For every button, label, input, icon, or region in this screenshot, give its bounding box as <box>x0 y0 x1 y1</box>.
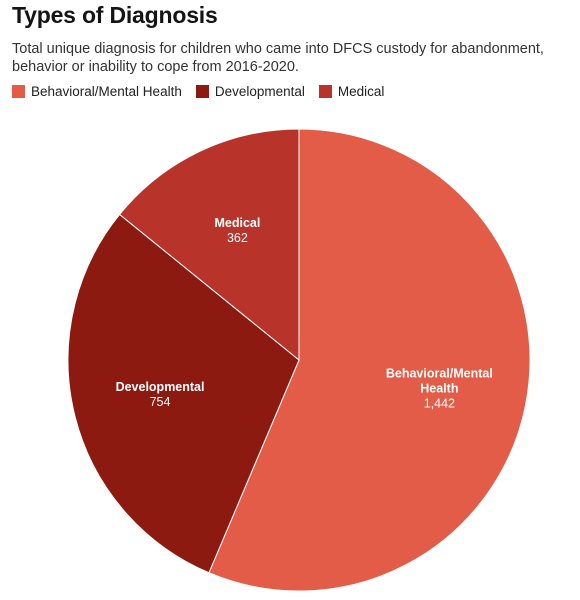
legend-item-medical: Medical <box>318 84 385 99</box>
legend-label-behavioral: Behavioral/Mental Health <box>31 84 182 99</box>
slice-name-behavioral: Behavioral/Mental <box>386 366 493 380</box>
slice-value-behavioral: 1,442 <box>424 396 455 410</box>
legend-item-behavioral: Behavioral/Mental Health <box>12 84 182 99</box>
slice-name-medical: Medical <box>214 216 260 230</box>
legend-swatch-behavioral <box>12 85 25 98</box>
legend-label-developmental: Developmental <box>214 84 305 99</box>
chart-subtitle: Total unique diagnosis for children who … <box>12 41 544 75</box>
slice-value-medical: 362 <box>227 231 248 245</box>
slice-name-developmental: Developmental <box>116 380 205 394</box>
pie-slice-medical <box>118 128 300 362</box>
legend-swatch-medical <box>318 85 332 98</box>
pie-slice-behavioral <box>208 128 531 592</box>
slice-name-behavioral: Health <box>420 381 458 395</box>
legend-label-medical: Medical <box>337 84 385 99</box>
pie-slices <box>67 128 531 592</box>
pie-slice-developmental <box>67 213 300 574</box>
legend-item-developmental: Developmental <box>195 84 305 99</box>
slice-value-developmental: 754 <box>150 395 171 409</box>
legend: Behavioral/Mental Health Developmental M… <box>12 84 398 99</box>
chart-title: Types of Diagnosis <box>12 2 218 28</box>
legend-swatch-developmental <box>195 85 209 98</box>
